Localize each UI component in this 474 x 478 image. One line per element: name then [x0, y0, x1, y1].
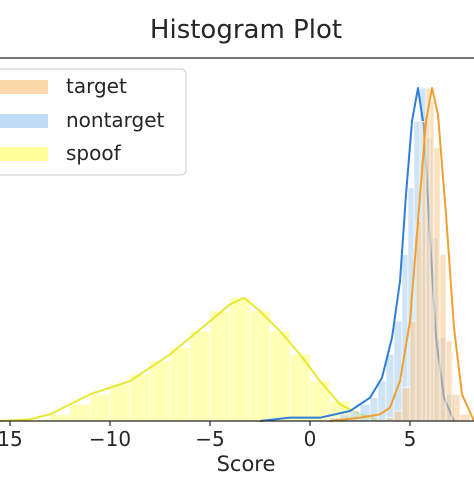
- nontarget-bar: [359, 404, 371, 422]
- spoof-bar: [149, 360, 171, 422]
- legend-swatch-spoof: [0, 147, 48, 161]
- plot-area: [0, 87, 474, 422]
- legend: target nontarget spoof: [0, 68, 187, 176]
- spoof-density-line: [0, 296, 381, 422]
- x-tick-label: −5: [195, 427, 224, 451]
- target-bar: [409, 320, 417, 422]
- spoof-bar: [209, 310, 231, 422]
- target-bar: [451, 394, 461, 422]
- x-tick-label: 5: [404, 427, 417, 451]
- x-axis-label: Score: [217, 452, 276, 474]
- spoof-bar: [129, 374, 151, 422]
- spoof-bar: [249, 310, 271, 422]
- nontarget-bar: [369, 397, 379, 422]
- legend-label-target: target: [66, 74, 127, 98]
- spoof-bar: [169, 347, 191, 422]
- x-tick-label: 0: [304, 427, 317, 451]
- x-tick-label: 15: [0, 427, 23, 451]
- chart-title: Histogram Plot: [150, 15, 342, 45]
- spoof-bar: [269, 330, 291, 422]
- series-spoof: [0, 296, 391, 422]
- spoof-bar: [109, 384, 131, 422]
- target-bar: [393, 410, 403, 422]
- target-bar: [429, 101, 435, 422]
- spoof-bar: [189, 330, 211, 422]
- spoof-bar: [229, 297, 251, 422]
- spoof-bar: [309, 380, 331, 422]
- spoof-bar: [69, 404, 91, 422]
- legend-label-spoof: spoof: [66, 141, 122, 165]
- x-tick-label: −10: [89, 427, 131, 451]
- spoof-bar: [49, 414, 71, 422]
- target-bar: [445, 340, 453, 422]
- target-bar: [401, 387, 411, 422]
- legend-label-nontarget: nontarget: [66, 108, 165, 132]
- legend-swatch-nontarget: [0, 114, 48, 128]
- legend-swatch-target: [0, 80, 48, 94]
- target-bar: [439, 254, 447, 422]
- nontarget-bar: [385, 354, 395, 422]
- x-axis-ticks: 15 −10 −5 0 5: [0, 421, 416, 451]
- target-bar: [459, 414, 471, 422]
- target-bar: [433, 147, 441, 422]
- target-bar: [415, 220, 423, 422]
- spoof-bar: [89, 394, 111, 422]
- target-density-line: [329, 87, 474, 422]
- target-bar: [425, 87, 431, 422]
